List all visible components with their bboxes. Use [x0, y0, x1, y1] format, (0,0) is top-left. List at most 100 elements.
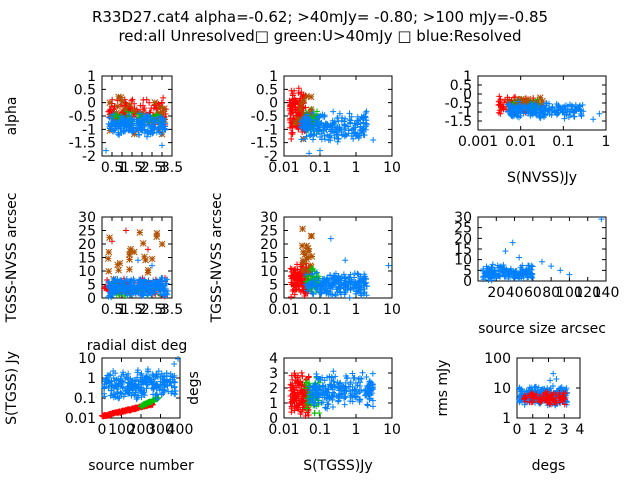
data-point-blue	[540, 110, 547, 117]
data-point-blue	[105, 120, 112, 127]
y-tick-label: -1	[264, 122, 278, 138]
data-point-red	[290, 115, 297, 122]
data-point-blue	[135, 257, 141, 264]
data-point-blue	[139, 126, 146, 133]
data-point-blue	[311, 130, 318, 137]
x-tick-label: 3	[158, 302, 167, 318]
x-axis-label: source size arcsec	[478, 321, 606, 337]
data-point-blue	[517, 104, 524, 111]
data-point-blue	[330, 368, 337, 375]
data-point-blue	[550, 370, 557, 377]
data-point-brown	[144, 266, 152, 274]
data-point-blue	[548, 263, 555, 270]
data-point-blue	[330, 108, 337, 115]
data-point-blue	[141, 116, 148, 123]
y-tick-label: 0.5	[74, 82, 96, 98]
data-point-blue	[570, 109, 577, 116]
y-axis-label: TGSS-NVSS arcsec	[209, 193, 225, 324]
data-point-blue	[162, 120, 169, 127]
data-point-red	[497, 102, 504, 109]
y-tick-label: 10	[78, 351, 96, 367]
x-tick-label: 1	[352, 422, 361, 438]
x-tick-label: 2.5	[141, 302, 163, 318]
data-point-red	[287, 111, 294, 118]
data-point-brown	[524, 95, 532, 103]
x-tick-label: 1	[118, 302, 127, 318]
x-tick-label: 10	[383, 160, 401, 176]
data-point-blue	[553, 107, 560, 114]
data-point-blue	[362, 123, 369, 130]
data-point-blue	[348, 113, 355, 120]
data-point-blue	[305, 119, 312, 126]
data-point-blue	[339, 114, 346, 121]
data-point-blue	[309, 109, 316, 116]
data-point-blue	[329, 121, 336, 128]
x-tick-label: 2	[138, 302, 147, 318]
data-point-blue	[103, 147, 109, 154]
data-point-blue	[370, 403, 377, 410]
data-point-blue	[529, 106, 536, 113]
y-tick-label: 0	[463, 87, 472, 103]
data-point-blue	[539, 258, 545, 265]
data-point-brown	[106, 99, 114, 107]
data-point-blue	[115, 131, 122, 138]
data-point-blue	[331, 134, 338, 141]
data-point-brown	[141, 253, 148, 261]
data-point-blue	[363, 120, 370, 127]
data-point-blue	[144, 129, 151, 136]
data-point-blue	[506, 101, 513, 108]
data-point-blue	[159, 282, 166, 289]
data-point-brown	[126, 101, 133, 109]
data-point-brown	[106, 234, 113, 241]
data-point-blue	[151, 117, 158, 124]
y-tick-label: 1	[463, 69, 472, 85]
data-point-red	[289, 96, 296, 103]
data-point-blue	[509, 239, 516, 246]
data-point-blue	[354, 130, 361, 137]
y-tick-label: 0.01	[65, 411, 96, 427]
data-point-blue	[516, 114, 523, 121]
data-point-red	[496, 101, 503, 108]
data-point-blue	[161, 126, 168, 133]
data-point-blue	[148, 127, 155, 134]
data-point-blue	[553, 375, 560, 382]
data-point-brown	[539, 97, 546, 105]
data-point-blue	[171, 361, 178, 368]
y-tick-label: 30	[78, 210, 96, 226]
data-point-blue	[138, 290, 145, 297]
data-point-blue	[342, 115, 349, 122]
data-point-blue	[549, 104, 556, 111]
data-point-brown	[117, 94, 125, 101]
data-point-red	[145, 246, 151, 253]
data-point-blue	[156, 125, 163, 132]
y-tick-label: 3	[269, 366, 278, 382]
data-point-brown	[523, 98, 531, 106]
data-point-red	[497, 110, 504, 117]
figure-title-line-1: R33D27.cat4 alpha=-0.62; >40mJy= -0.80; …	[92, 8, 548, 26]
data-point-brown	[518, 95, 525, 103]
x-tick-label: 2.5	[141, 160, 163, 176]
data-point-blue	[152, 289, 159, 296]
data-point-red	[110, 106, 117, 113]
x-tick-label: 1	[352, 160, 361, 176]
data-point-blue	[306, 150, 313, 157]
data-point-blue	[313, 120, 320, 127]
data-point-blue	[301, 113, 308, 120]
data-point-blue	[339, 132, 346, 139]
data-point-brown	[148, 255, 156, 263]
x-tick-label: 140	[593, 285, 620, 301]
data-point-brown	[105, 248, 113, 256]
data-point-blue	[119, 120, 126, 127]
data-point-blue	[342, 125, 349, 132]
y-tick-label: 0	[87, 291, 96, 307]
data-point-blue	[144, 121, 151, 128]
data-point-red	[496, 93, 503, 100]
data-point-blue	[334, 131, 341, 138]
data-point-brown	[153, 233, 161, 241]
x-tick-label: 0.5	[101, 160, 123, 176]
data-point-blue	[146, 281, 153, 288]
data-point-blue	[548, 111, 555, 118]
data-point-blue	[122, 127, 129, 134]
data-point-brown	[156, 104, 164, 111]
data-point-brown	[514, 98, 521, 106]
